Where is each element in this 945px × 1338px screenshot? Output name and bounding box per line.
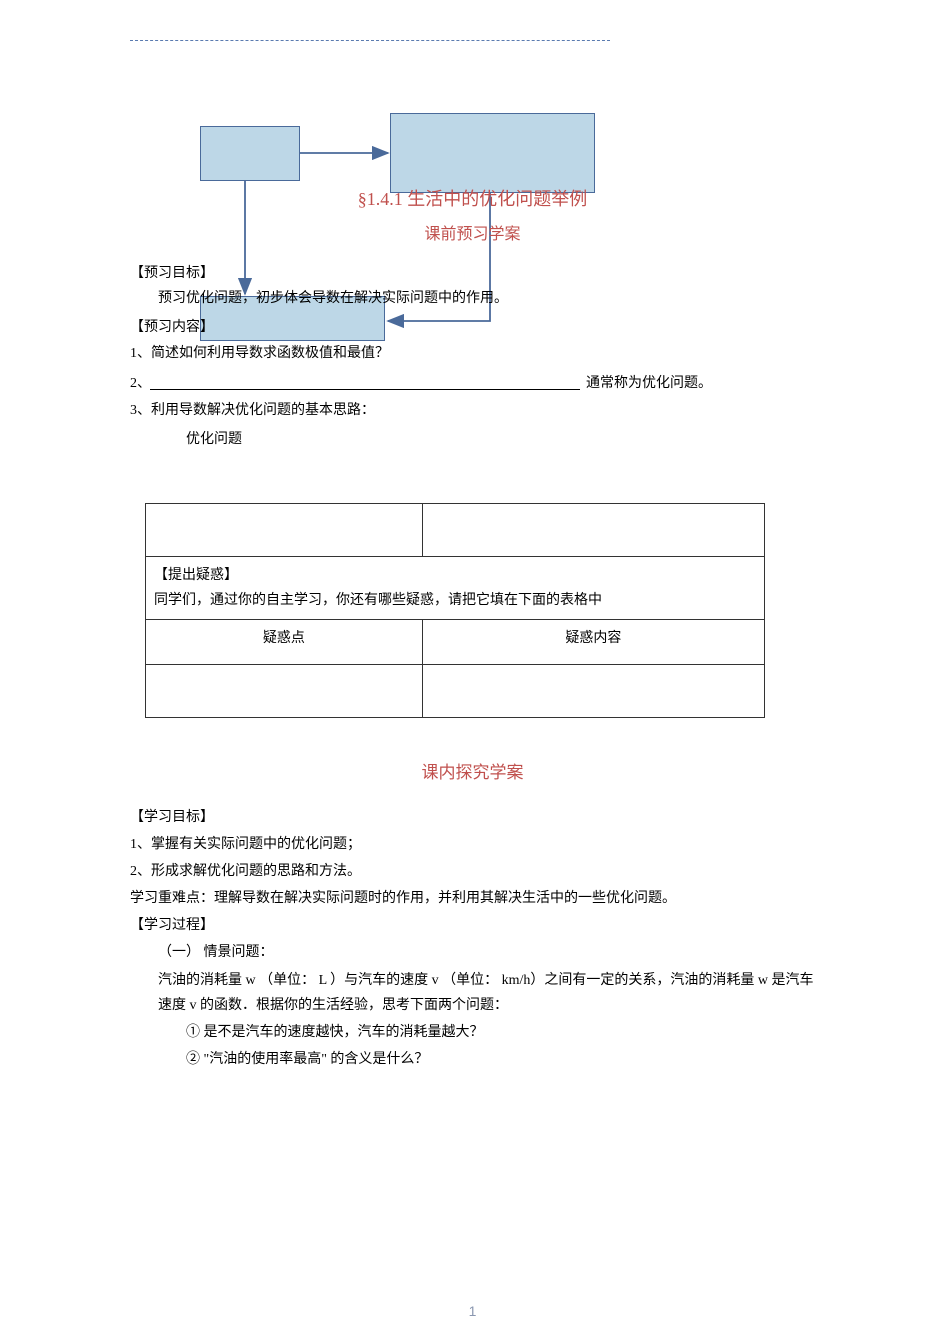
- optimization-label: 优化问题: [186, 427, 815, 452]
- table-cell[interactable]: [422, 503, 764, 556]
- preview-goal-text: 预习优化问题，初步体会导数在解决实际问题中的作用。: [130, 286, 815, 311]
- table-row: 疑惑点 疑惑内容: [146, 619, 765, 664]
- page-subtitle: 课前预习学案: [130, 221, 815, 250]
- doubts-col1-header: 疑惑点: [146, 619, 423, 664]
- scene-q1: ① 是不是汽车的速度越快，汽车的消耗量越大？: [130, 1020, 815, 1045]
- diagram-area: §1.4.1 生活中的优化问题举例 课前预习学案 【预习目标】 预习优化问题，初…: [130, 71, 815, 321]
- table-cell[interactable]: [422, 664, 764, 717]
- preview-content-label: 【预习内容】: [130, 315, 815, 340]
- inclass-title: 课内探究学案: [130, 758, 815, 789]
- preview-q3: 3、利用导数解决优化问题的基本思路：: [130, 398, 815, 423]
- preview-goal-label: 【预习目标】: [130, 261, 815, 286]
- preview-q2-suffix: 通常称为优化问题。: [580, 371, 712, 396]
- preview-q1: 1、简述如何利用导数求函数极值和最值？: [130, 341, 815, 366]
- goal-1: 1、掌握有关实际问题中的优化问题；: [130, 832, 815, 857]
- scene-p1: 汽油的消耗量 w （单位： L ）与汽车的速度 v （单位： km/h）之间有一…: [130, 968, 815, 1018]
- diagram-box-1: [200, 126, 300, 181]
- doubts-col2-header: 疑惑内容: [422, 619, 764, 664]
- preview-q2-row: 2、 通常称为优化问题。: [130, 371, 815, 396]
- diagram-box-2: [390, 113, 595, 193]
- doubts-intro-cell: 【提出疑惑】 同学们，通过你的自主学习，你还有哪些疑惑，请把它填在下面的表格中: [146, 556, 765, 619]
- goal-label: 【学习目标】: [130, 805, 815, 830]
- table-row: [146, 664, 765, 717]
- table-cell[interactable]: [146, 664, 423, 717]
- preview-q2-blank[interactable]: [150, 371, 580, 390]
- page-title: §1.4.1 生活中的优化问题举例: [130, 183, 815, 215]
- goal-2: 2、形成求解优化问题的思路和方法。: [130, 859, 815, 884]
- top-divider: [130, 40, 610, 41]
- doubts-table: 【提出疑惑】 同学们，通过你的自主学习，你还有哪些疑惑，请把它填在下面的表格中 …: [145, 503, 765, 718]
- keypoint: 学习重难点：理解导数在解决实际问题时的作用，并利用其解决生活中的一些优化问题。: [130, 886, 815, 911]
- page-number: 1: [0, 1299, 945, 1324]
- table-row: [146, 503, 765, 556]
- preview-q2-prefix: 2、: [130, 371, 150, 396]
- scene-label: （一） 情景问题：: [130, 940, 815, 965]
- table-row: 【提出疑惑】 同学们，通过你的自主学习，你还有哪些疑惑，请把它填在下面的表格中: [146, 556, 765, 619]
- process-label: 【学习过程】: [130, 913, 815, 938]
- table-cell[interactable]: [146, 503, 423, 556]
- doubts-head: 【提出疑惑】: [154, 563, 756, 588]
- doubts-intro: 同学们，通过你的自主学习，你还有哪些疑惑，请把它填在下面的表格中: [154, 588, 756, 613]
- scene-q2: ② "汽油的使用率最高" 的含义是什么？: [130, 1047, 815, 1072]
